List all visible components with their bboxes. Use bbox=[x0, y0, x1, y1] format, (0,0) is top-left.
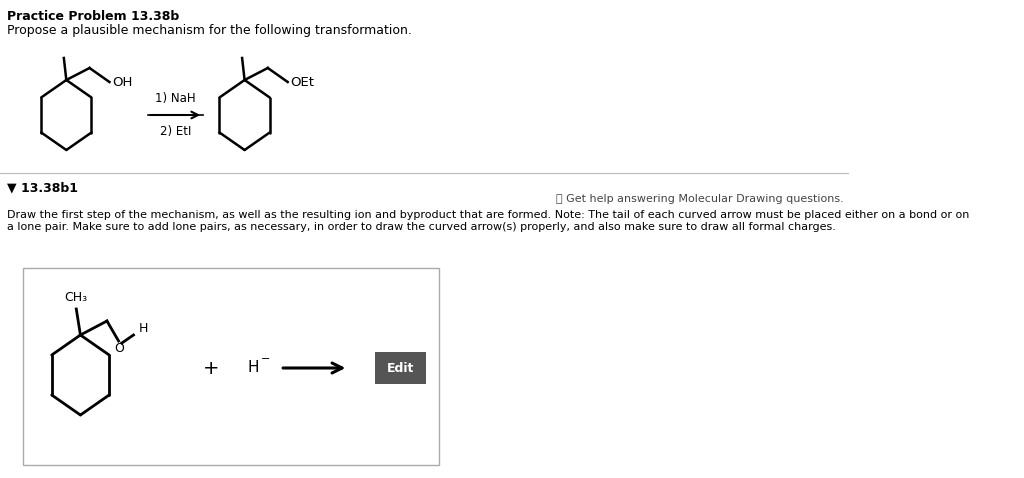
Text: OEt: OEt bbox=[290, 76, 314, 88]
Text: −: − bbox=[260, 354, 269, 364]
Text: Edit: Edit bbox=[387, 361, 414, 374]
Text: CH₃: CH₃ bbox=[65, 291, 88, 304]
Text: 2) EtI: 2) EtI bbox=[160, 125, 191, 138]
Bar bbox=[24, 268, 439, 465]
Text: +: + bbox=[203, 358, 220, 378]
Text: ▼ 13.38b1: ▼ 13.38b1 bbox=[6, 181, 78, 194]
Text: H: H bbox=[247, 360, 259, 376]
Bar bbox=[375, 352, 426, 384]
Text: Draw the first step of the mechanism, as well as the resulting ion and byproduct: Draw the first step of the mechanism, as… bbox=[6, 210, 969, 220]
Text: OH: OH bbox=[112, 76, 132, 88]
Text: H: H bbox=[138, 323, 147, 336]
Text: Propose a plausible mechanism for the following transformation.: Propose a plausible mechanism for the fo… bbox=[6, 24, 412, 37]
Text: O: O bbox=[115, 341, 124, 355]
Text: Practice Problem 13.38b: Practice Problem 13.38b bbox=[6, 10, 179, 23]
Text: ⓘ Get help answering Molecular Drawing questions.: ⓘ Get help answering Molecular Drawing q… bbox=[556, 194, 844, 204]
Text: 1) NaH: 1) NaH bbox=[155, 92, 196, 105]
Text: a lone pair. Make sure to add lone pairs, as necessary, in order to draw the cur: a lone pair. Make sure to add lone pairs… bbox=[6, 222, 836, 232]
